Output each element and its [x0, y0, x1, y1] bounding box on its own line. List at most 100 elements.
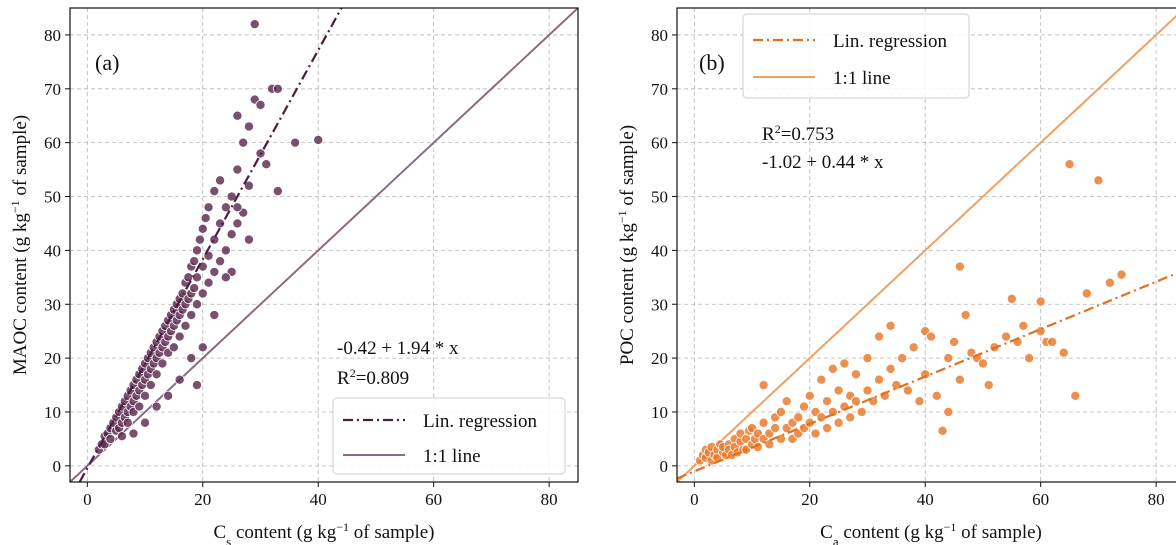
- data-point: [232, 164, 243, 175]
- x-tick-label: 40: [310, 490, 327, 509]
- data-point: [983, 380, 994, 391]
- data-point: [781, 396, 792, 407]
- data-point: [157, 358, 168, 369]
- data-point: [243, 121, 254, 132]
- data-point: [862, 385, 873, 396]
- panel-a: 0 20 40 60 80 0 10 20 30 40 50 60 70 80 Cs content (g …: [8, 7, 579, 545]
- x-tick-label: 80: [1148, 490, 1165, 509]
- x-tick-label: 80: [541, 490, 558, 509]
- panel-label: (b): [699, 50, 725, 75]
- data-point: [856, 406, 867, 417]
- r-squared: R2=0.809: [337, 366, 409, 389]
- data-point: [775, 433, 786, 444]
- y-tick-label: 30: [651, 295, 668, 314]
- legend: Lin. regression 1:1 line: [742, 13, 970, 99]
- data-point: [197, 288, 208, 299]
- data-point: [313, 134, 324, 145]
- y-tick-label: 80: [651, 26, 668, 45]
- data-point: [902, 385, 913, 396]
- y-tick-label: 80: [44, 26, 61, 45]
- data-point: [243, 180, 254, 191]
- data-point: [203, 202, 214, 213]
- y-tick-label: 30: [44, 295, 61, 314]
- data-point: [1047, 336, 1058, 347]
- data-point: [833, 385, 844, 396]
- data-point: [874, 374, 885, 385]
- data-point: [764, 439, 775, 450]
- data-point: [931, 390, 942, 401]
- y-tick-label: 20: [44, 349, 61, 368]
- data-point: [290, 137, 301, 148]
- r-squared: R2=0.753: [762, 122, 834, 145]
- data-point: [215, 175, 226, 186]
- data-point: [134, 401, 145, 412]
- data-point: [885, 363, 896, 374]
- regression-line: [677, 272, 1176, 480]
- data-point: [140, 390, 151, 401]
- data-point: [189, 283, 200, 294]
- data-point: [209, 266, 220, 277]
- data-point: [261, 159, 272, 170]
- data-point: [116, 431, 127, 442]
- data-point: [191, 380, 202, 391]
- data-point: [1035, 296, 1046, 307]
- data-point: [943, 353, 954, 364]
- data-point: [914, 396, 925, 407]
- x-tick-label: 20: [801, 490, 818, 509]
- data-point: [943, 406, 954, 417]
- data-point: [758, 380, 769, 391]
- data-point: [163, 390, 174, 401]
- data-point: [1058, 347, 1069, 358]
- x-axis-label: Cs content (g kg−1 of sample): [213, 520, 434, 545]
- x-tick-label: 20: [194, 490, 211, 509]
- data-point: [1070, 390, 1081, 401]
- y-tick-label: 60: [651, 134, 668, 153]
- data-point: [220, 202, 231, 213]
- y-tick-label: 0: [660, 457, 669, 476]
- data-point: [897, 353, 908, 364]
- data-point: [128, 428, 139, 439]
- data-point: [191, 299, 202, 310]
- y-tick-label: 70: [651, 80, 668, 99]
- data-point: [816, 412, 827, 423]
- data-point: [145, 380, 156, 391]
- data-point: [1024, 353, 1035, 364]
- y-tick-label: 60: [44, 134, 61, 153]
- data-point: [954, 374, 965, 385]
- data-point: [1093, 175, 1104, 186]
- data-point: [209, 310, 220, 321]
- y-axis-label: MAOC content (g kg−1 of sample): [8, 115, 31, 375]
- data-point: [183, 272, 194, 283]
- y-tick-label: 0: [53, 457, 62, 476]
- axes-frame: [69, 7, 579, 483]
- data-point: [186, 353, 197, 364]
- data-point: [977, 358, 988, 369]
- data-point: [151, 401, 162, 412]
- data-point: [960, 310, 971, 321]
- data-point: [1006, 293, 1017, 304]
- x-axis-label: Ca content (g kg−1 of sample): [820, 520, 1042, 545]
- data-point: [874, 331, 885, 342]
- legend-label-identity: 1:1 line: [423, 446, 481, 467]
- data-point: [197, 342, 208, 353]
- x-tick-label: 0: [83, 490, 92, 509]
- data-point: [1116, 269, 1127, 280]
- data-point: [200, 213, 211, 224]
- x-tick-label: 60: [1032, 490, 1049, 509]
- data-point: [1064, 159, 1075, 170]
- data-point: [833, 417, 844, 428]
- data-point: [845, 412, 856, 423]
- axes-frame: [676, 7, 1176, 483]
- data-point: [203, 277, 214, 288]
- data-point: [174, 331, 185, 342]
- data-point: [194, 234, 205, 245]
- x-tick-label: 40: [917, 490, 934, 509]
- y-tick-label: 20: [651, 349, 668, 368]
- data-point: [191, 272, 202, 283]
- y-tick-label: 10: [651, 403, 668, 422]
- data-point: [822, 423, 833, 434]
- data-point: [1018, 320, 1029, 331]
- data-point: [232, 218, 243, 229]
- data-point: [827, 363, 838, 374]
